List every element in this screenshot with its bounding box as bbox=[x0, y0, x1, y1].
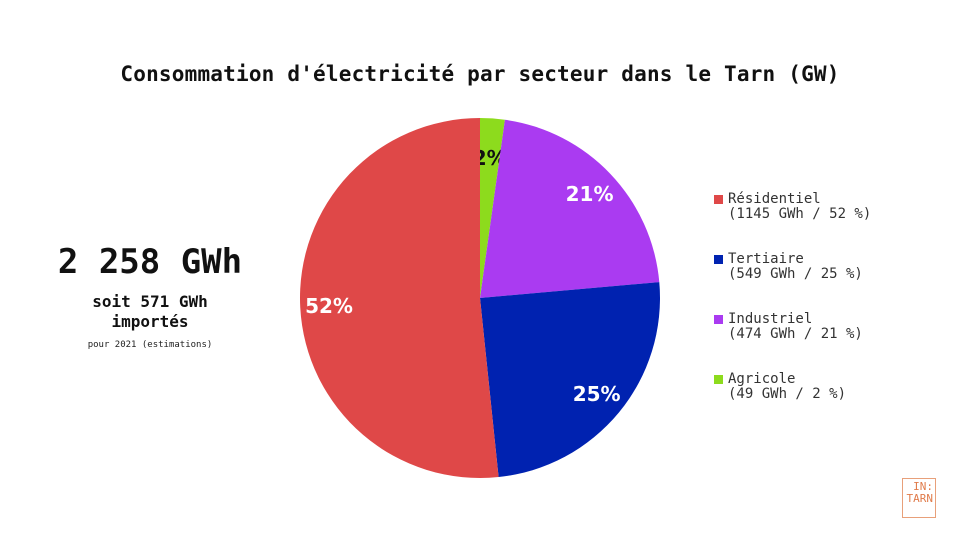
legend-label-agricole: Agricole bbox=[728, 371, 796, 387]
legend-detail-agricole: (49 GWh / 2 %) bbox=[728, 386, 847, 402]
legend-detail-residentiel: (1145 GWh / 52 %) bbox=[728, 206, 872, 222]
legend-swatch-residentiel bbox=[714, 195, 723, 204]
legend-label-industriel: Industriel bbox=[728, 311, 813, 327]
pie-slice-industriel bbox=[480, 119, 660, 298]
logo-line-2: TARN bbox=[906, 492, 934, 505]
pie-label-industriel: 21% bbox=[566, 182, 614, 206]
imported-line-1: soit 571 GWh bbox=[92, 292, 208, 311]
logo-line-1: IN: bbox=[913, 480, 933, 493]
estimation-note: pour 2021 (estimations) bbox=[87, 340, 213, 350]
legend-detail-industriel: (474 GWh / 21 %) bbox=[728, 326, 863, 342]
legend-swatch-agricole bbox=[714, 375, 723, 384]
pie-label-tertiaire: 25% bbox=[573, 382, 621, 406]
legend-label-residentiel: Résidentiel bbox=[728, 191, 821, 207]
legend-swatch-tertiaire bbox=[714, 255, 723, 264]
total-consumption: 2 258 GWh bbox=[57, 242, 243, 282]
pie-slice-residentiel bbox=[300, 117, 499, 478]
legend-detail-tertiaire: (549 GWh / 25 %) bbox=[728, 266, 863, 282]
pie-slice-agricole bbox=[480, 118, 505, 298]
legend-label-tertiaire: Tertiaire bbox=[728, 251, 804, 267]
pie-label-residentiel: 52% bbox=[305, 294, 353, 318]
legend-swatch-industriel bbox=[714, 315, 723, 324]
pie-slice-tertiaire bbox=[480, 282, 660, 478]
chart-title: Consommation d'électricité par secteur d… bbox=[120, 62, 840, 86]
in-tarn-logo-icon: IN: TARN bbox=[902, 478, 936, 518]
imported-energy: soit 571 GWh importés bbox=[30, 292, 270, 332]
imported-line-2: importés bbox=[111, 312, 189, 331]
